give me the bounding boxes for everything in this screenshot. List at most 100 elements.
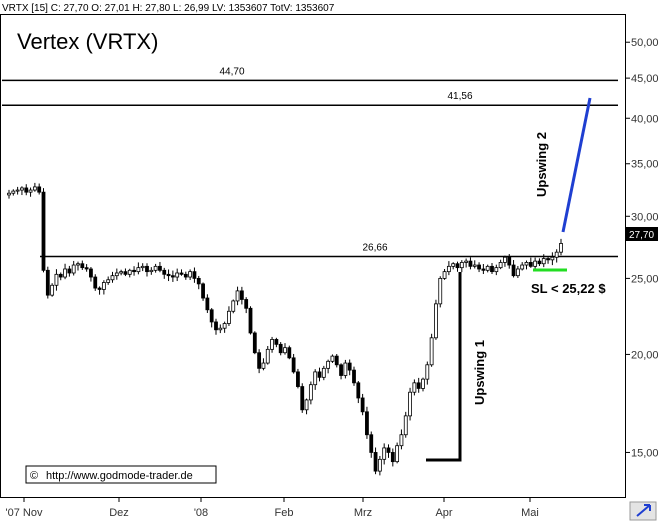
y-tick-label-4: 30,00: [631, 211, 659, 223]
candle-63: [278, 342, 283, 356]
candle-body-28: [127, 269, 132, 275]
candle-body-25: [114, 272, 119, 277]
candle-body-21: [97, 287, 102, 290]
candle-8: [41, 188, 46, 273]
watermark-text: http://www.godmode-trader.de: [46, 470, 193, 482]
candle-10: [50, 283, 55, 297]
candle-body-93: [408, 391, 412, 417]
level-label-0: 44,70: [219, 66, 244, 77]
candle-62: [274, 337, 279, 348]
candle-128: [559, 238, 563, 256]
candle-69: [304, 398, 309, 415]
candle-11: [54, 269, 59, 291]
candle-15: [71, 260, 76, 276]
candle-31: [140, 263, 145, 272]
candle-14: [67, 265, 72, 277]
stop-loss-label: SL < 25,22 $: [531, 281, 606, 296]
candle-124: [541, 254, 546, 268]
candle-body-106: [464, 260, 469, 263]
candle-43: [192, 267, 197, 283]
candle-74: [326, 359, 331, 374]
candle-12: [58, 272, 63, 281]
candle-body-56: [248, 307, 253, 334]
candle-body-90: [395, 445, 400, 463]
copyright-icon: ©: [30, 470, 38, 482]
candle-body-31: [140, 265, 145, 269]
candle-94: [412, 379, 417, 396]
candle-body-118: [515, 268, 520, 277]
candle-93: [408, 387, 412, 421]
candle-body-86: [377, 458, 382, 472]
candle-body-79: [347, 362, 352, 371]
candle-40: [179, 269, 184, 276]
candle-body-37: [166, 273, 171, 277]
candle-body-82: [360, 397, 365, 413]
candle-body-109: [477, 264, 481, 270]
candle-29: [132, 266, 136, 276]
candle-0: [7, 189, 11, 199]
candle-114: [498, 259, 503, 270]
x-tick-label-6: Mai: [521, 507, 539, 519]
candle-body-68: [300, 386, 305, 411]
candle-body-112: [490, 265, 494, 273]
candle-body-0: [7, 192, 11, 196]
candle-body-15: [71, 264, 76, 274]
candle-body-38: [170, 275, 175, 278]
candle-90: [395, 442, 400, 464]
candle-body-69: [304, 399, 309, 411]
candle-127: [554, 249, 559, 263]
candle-body-26: [119, 271, 124, 274]
chart-title: Vertex (VRTX): [17, 29, 158, 54]
candle-body-122: [533, 260, 538, 267]
candle-16: [76, 261, 80, 271]
candle-body-29: [132, 269, 136, 273]
candle-body-114: [498, 262, 503, 269]
candle-body-65: [287, 347, 292, 359]
upswing1-bracket: [426, 272, 462, 462]
candle-109: [477, 262, 481, 273]
candle-98: [429, 333, 434, 367]
candle-body-101: [442, 271, 447, 279]
candle-75: [330, 354, 335, 363]
last-price-tag: [626, 227, 658, 241]
candle-body-98: [429, 337, 434, 366]
candle-body-108: [472, 264, 477, 267]
candle-66: [291, 353, 296, 374]
candle-body-4: [24, 187, 29, 193]
candle-84: [369, 431, 374, 458]
candle-body-76: [334, 355, 339, 366]
candle-88: [386, 444, 391, 458]
candle-6: [32, 182, 37, 192]
candle-117: [511, 260, 516, 278]
candle-body-104: [455, 263, 460, 269]
y-tick-label-1: 45,00: [631, 73, 659, 85]
candle-body-105: [459, 262, 464, 269]
x-tick-label-2: '08: [194, 507, 208, 519]
candle-body-11: [54, 273, 59, 286]
candle-30: [136, 262, 141, 275]
candle-57: [252, 331, 257, 355]
x-tick-label-0: '07 Nov: [6, 507, 43, 519]
level-label-1: 41,56: [447, 91, 472, 102]
candle-79: [347, 359, 352, 376]
candle-body-113: [494, 267, 499, 273]
candle-body-27: [123, 271, 128, 275]
candle-body-88: [386, 447, 391, 453]
candle-body-7: [37, 186, 42, 193]
candle-120: [524, 260, 529, 270]
candle-20: [93, 274, 98, 291]
candle-body-34: [153, 265, 158, 271]
candle-body-6: [32, 186, 37, 191]
y-tick-label-0: 50,00: [631, 37, 659, 49]
upswing1-label: Upswing 1: [472, 340, 487, 405]
candle-body-5: [28, 189, 33, 193]
candle-body-33: [149, 269, 154, 273]
candle-105: [459, 260, 464, 273]
candle-41: [183, 271, 188, 280]
candle-body-19: [89, 268, 93, 278]
candle-70: [308, 381, 313, 405]
candle-42: [188, 269, 193, 281]
level-label-2: 26,66: [362, 242, 387, 253]
candle-2: [15, 186, 20, 195]
candle-body-55: [244, 299, 249, 309]
